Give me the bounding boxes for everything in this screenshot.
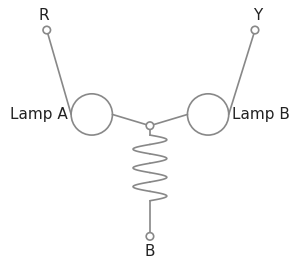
Circle shape [146,122,154,129]
Text: Lamp B: Lamp B [232,107,290,122]
Circle shape [146,233,154,240]
Text: Y: Y [253,8,262,22]
Circle shape [251,26,259,34]
Text: R: R [39,8,49,22]
Text: Lamp A: Lamp A [10,107,68,122]
Circle shape [43,26,50,34]
Text: B: B [145,244,155,259]
